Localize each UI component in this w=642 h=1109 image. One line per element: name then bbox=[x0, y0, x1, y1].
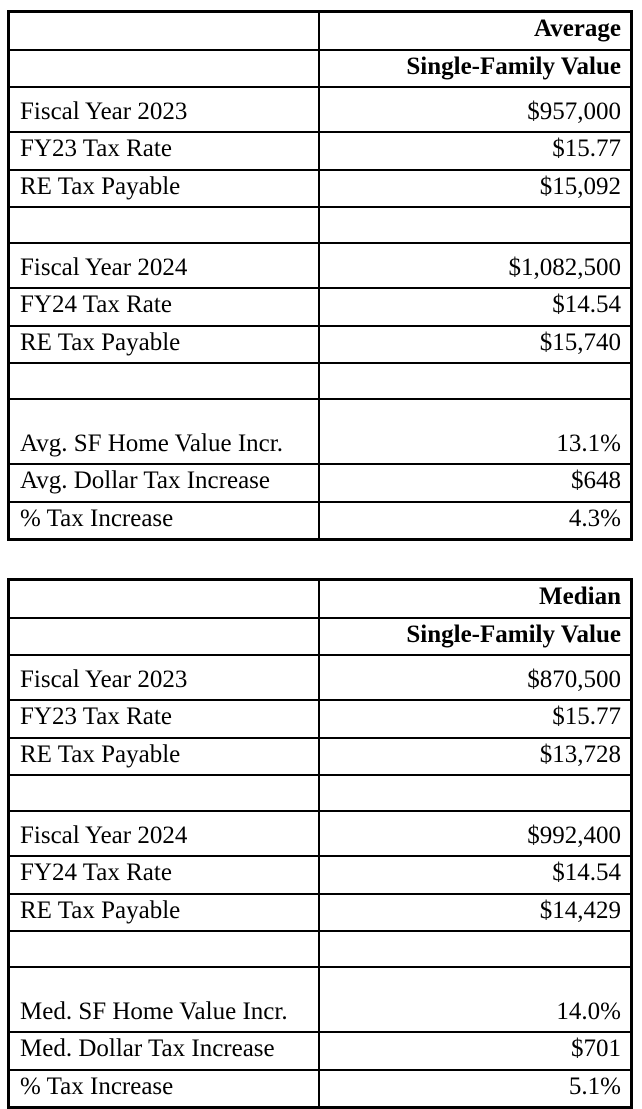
table-header-median: Median bbox=[317, 578, 633, 619]
row-value: $14,429 bbox=[317, 892, 633, 932]
row-value: 13.1% bbox=[317, 398, 633, 465]
table-row: Avg. SF Home Value Incr. 13.1% bbox=[7, 398, 633, 465]
row-label: RE Tax Payable bbox=[7, 892, 320, 932]
row-label: % Tax Increase bbox=[7, 1068, 320, 1109]
table-row: FY24 Tax Rate $14.54 bbox=[7, 855, 633, 895]
row-value: $957,000 bbox=[317, 86, 633, 133]
row-value: $870,500 bbox=[317, 654, 633, 701]
table-row: FY23 Tax Rate $15.77 bbox=[7, 699, 633, 739]
table-row: Fiscal Year 2023 $870,500 bbox=[7, 654, 633, 701]
row-label: Avg. SF Home Value Incr. bbox=[7, 398, 320, 465]
row-label: RE Tax Payable bbox=[7, 736, 320, 776]
row-value bbox=[317, 206, 633, 244]
table-row: Avg. Dollar Tax Increase $648 bbox=[7, 463, 633, 503]
row-label: FY24 Tax Rate bbox=[7, 287, 320, 327]
row-label: FY23 Tax Rate bbox=[7, 699, 320, 739]
row-label: RE Tax Payable bbox=[7, 168, 320, 208]
table-row: RE Tax Payable $13,728 bbox=[7, 736, 633, 776]
row-label bbox=[7, 578, 320, 619]
average-table: Average Single-Family Value Fiscal Year … bbox=[7, 10, 633, 541]
row-label bbox=[7, 10, 320, 51]
row-label: Med. SF Home Value Incr. bbox=[7, 966, 320, 1033]
row-label: FY23 Tax Rate bbox=[7, 131, 320, 171]
table-row: Single-Family Value bbox=[7, 616, 633, 656]
row-value: $1,082,500 bbox=[317, 242, 633, 289]
table-row: RE Tax Payable $15,740 bbox=[7, 324, 633, 364]
row-value bbox=[317, 930, 633, 968]
row-value: $992,400 bbox=[317, 810, 633, 857]
table-row: Average bbox=[7, 10, 633, 51]
row-label: FY24 Tax Rate bbox=[7, 855, 320, 895]
table-row: Med. SF Home Value Incr. 14.0% bbox=[7, 966, 633, 1033]
row-label: Fiscal Year 2023 bbox=[7, 654, 320, 701]
row-value: $13,728 bbox=[317, 736, 633, 776]
table-row: Fiscal Year 2024 $992,400 bbox=[7, 810, 633, 857]
row-value: $15.77 bbox=[317, 131, 633, 171]
table-row: Single-Family Value bbox=[7, 48, 633, 88]
row-label: Med. Dollar Tax Increase bbox=[7, 1031, 320, 1071]
table-row-blank bbox=[7, 774, 633, 812]
row-label: Fiscal Year 2024 bbox=[7, 810, 320, 857]
table-header-single-family-value: Single-Family Value bbox=[317, 616, 633, 656]
row-value bbox=[317, 362, 633, 400]
table-row: RE Tax Payable $15,092 bbox=[7, 168, 633, 208]
row-value bbox=[317, 774, 633, 812]
table-row: RE Tax Payable $14,429 bbox=[7, 892, 633, 932]
table-row: Fiscal Year 2024 $1,082,500 bbox=[7, 242, 633, 289]
median-table: Median Single-Family Value Fiscal Year 2… bbox=[7, 578, 633, 1109]
row-value: $15,740 bbox=[317, 324, 633, 364]
row-value: 14.0% bbox=[317, 966, 633, 1033]
table-header-single-family-value: Single-Family Value bbox=[317, 48, 633, 88]
row-label: RE Tax Payable bbox=[7, 324, 320, 364]
row-value: $15,092 bbox=[317, 168, 633, 208]
row-label: Fiscal Year 2023 bbox=[7, 86, 320, 133]
row-value: $15.77 bbox=[317, 699, 633, 739]
row-label bbox=[7, 774, 320, 812]
row-value: $14.54 bbox=[317, 287, 633, 327]
table-row-blank bbox=[7, 930, 633, 968]
row-label: Avg. Dollar Tax Increase bbox=[7, 463, 320, 503]
row-label bbox=[7, 930, 320, 968]
table-row: FY24 Tax Rate $14.54 bbox=[7, 287, 633, 327]
row-label bbox=[7, 48, 320, 88]
row-label bbox=[7, 616, 320, 656]
row-label bbox=[7, 362, 320, 400]
table-header-average: Average bbox=[317, 10, 633, 51]
row-value: 4.3% bbox=[317, 500, 633, 541]
table-row: Med. Dollar Tax Increase $701 bbox=[7, 1031, 633, 1071]
table-row: Fiscal Year 2023 $957,000 bbox=[7, 86, 633, 133]
table-row: FY23 Tax Rate $15.77 bbox=[7, 131, 633, 171]
row-label: Fiscal Year 2024 bbox=[7, 242, 320, 289]
table-row-blank bbox=[7, 362, 633, 400]
row-value: 5.1% bbox=[317, 1068, 633, 1109]
row-label bbox=[7, 206, 320, 244]
row-value: $648 bbox=[317, 463, 633, 503]
table-row: % Tax Increase 4.3% bbox=[7, 500, 633, 541]
table-row: Median bbox=[7, 578, 633, 619]
row-label: % Tax Increase bbox=[7, 500, 320, 541]
table-row-blank bbox=[7, 206, 633, 244]
row-value: $701 bbox=[317, 1031, 633, 1071]
row-value: $14.54 bbox=[317, 855, 633, 895]
table-row: % Tax Increase 5.1% bbox=[7, 1068, 633, 1109]
